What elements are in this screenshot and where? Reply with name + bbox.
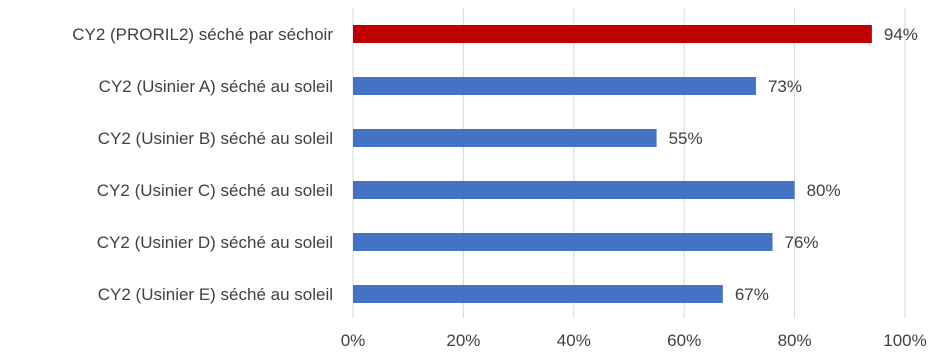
category-label: CY2 (Usinier D) séché au soleil <box>97 233 333 252</box>
x-tick-label: 100% <box>883 331 926 350</box>
data-labels: 94% 73% 55% 80% 76% 67% <box>669 25 918 304</box>
bar <box>353 129 657 147</box>
data-label: 76% <box>785 233 819 252</box>
x-axis-tick-labels: 0% 20% 40% 60% 80% 100% <box>341 331 927 350</box>
category-label: CY2 (Usinier E) séché au soleil <box>98 285 333 304</box>
category-labels: CY2 (PRORIL2) séché par séchoir CY2 (Usin… <box>72 25 333 304</box>
bars <box>353 25 872 303</box>
x-tick-label: 0% <box>341 331 366 350</box>
gridlines <box>352 8 906 318</box>
bar <box>353 181 795 199</box>
data-label: 80% <box>807 181 841 200</box>
x-tick-label: 20% <box>446 331 480 350</box>
category-label: CY2 (Usinier B) séché au soleil <box>98 129 333 148</box>
x-tick-label: 60% <box>667 331 701 350</box>
bar <box>353 77 756 95</box>
data-label: 67% <box>735 285 769 304</box>
data-label: 94% <box>884 25 918 44</box>
bar <box>353 25 872 43</box>
bar <box>353 285 723 303</box>
category-label: CY2 (Usinier A) séché au soleil <box>99 77 333 96</box>
data-label: 73% <box>768 77 802 96</box>
bar <box>353 233 773 251</box>
x-tick-label: 40% <box>557 331 591 350</box>
category-label: CY2 (Usinier C) séché au soleil <box>97 181 333 200</box>
data-label: 55% <box>669 129 703 148</box>
category-label: CY2 (PRORIL2) séché par séchoir <box>72 25 333 44</box>
x-tick-label: 80% <box>778 331 812 350</box>
